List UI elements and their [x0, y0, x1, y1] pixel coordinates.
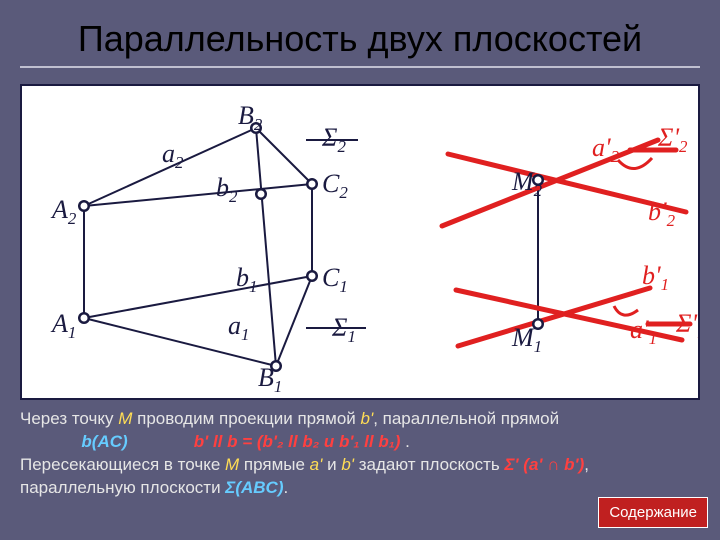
- caption-text: Через точку M проводим проекции прямой b…: [20, 408, 700, 500]
- contents-button[interactable]: Содержание: [598, 497, 708, 528]
- svg-text:b2: b2: [216, 173, 238, 206]
- svg-text:C2: C2: [322, 169, 348, 202]
- svg-text:A2: A2: [50, 195, 77, 228]
- svg-text:Σ2: Σ2: [321, 123, 346, 156]
- svg-text:b'1: b'1: [642, 261, 669, 294]
- svg-text:b'2: b'2: [648, 197, 676, 230]
- svg-text:Σ'1: Σ'1: [675, 309, 698, 342]
- svg-text:b1: b1: [236, 263, 257, 296]
- svg-text:A1: A1: [50, 309, 76, 342]
- svg-text:B2: B2: [238, 101, 263, 134]
- svg-text:M2: M2: [511, 167, 543, 200]
- svg-text:Σ1: Σ1: [331, 313, 356, 346]
- page-title: Параллельность двух плоскостей: [20, 18, 700, 68]
- svg-text:a1: a1: [228, 311, 249, 344]
- diagram-container: B2a2Σ2a'2Σ'2b2C2M2A2b'2b1C1b'1A1a1Σ1M1a'…: [20, 84, 700, 400]
- svg-text:Σ'2: Σ'2: [657, 123, 688, 156]
- svg-text:a'1: a'1: [630, 315, 657, 348]
- svg-text:C1: C1: [322, 263, 348, 296]
- svg-text:a2: a2: [162, 139, 184, 172]
- svg-text:a'2: a'2: [592, 133, 620, 166]
- geometry-diagram: B2a2Σ2a'2Σ'2b2C2M2A2b'2b1C1b'1A1a1Σ1M1a'…: [22, 86, 698, 398]
